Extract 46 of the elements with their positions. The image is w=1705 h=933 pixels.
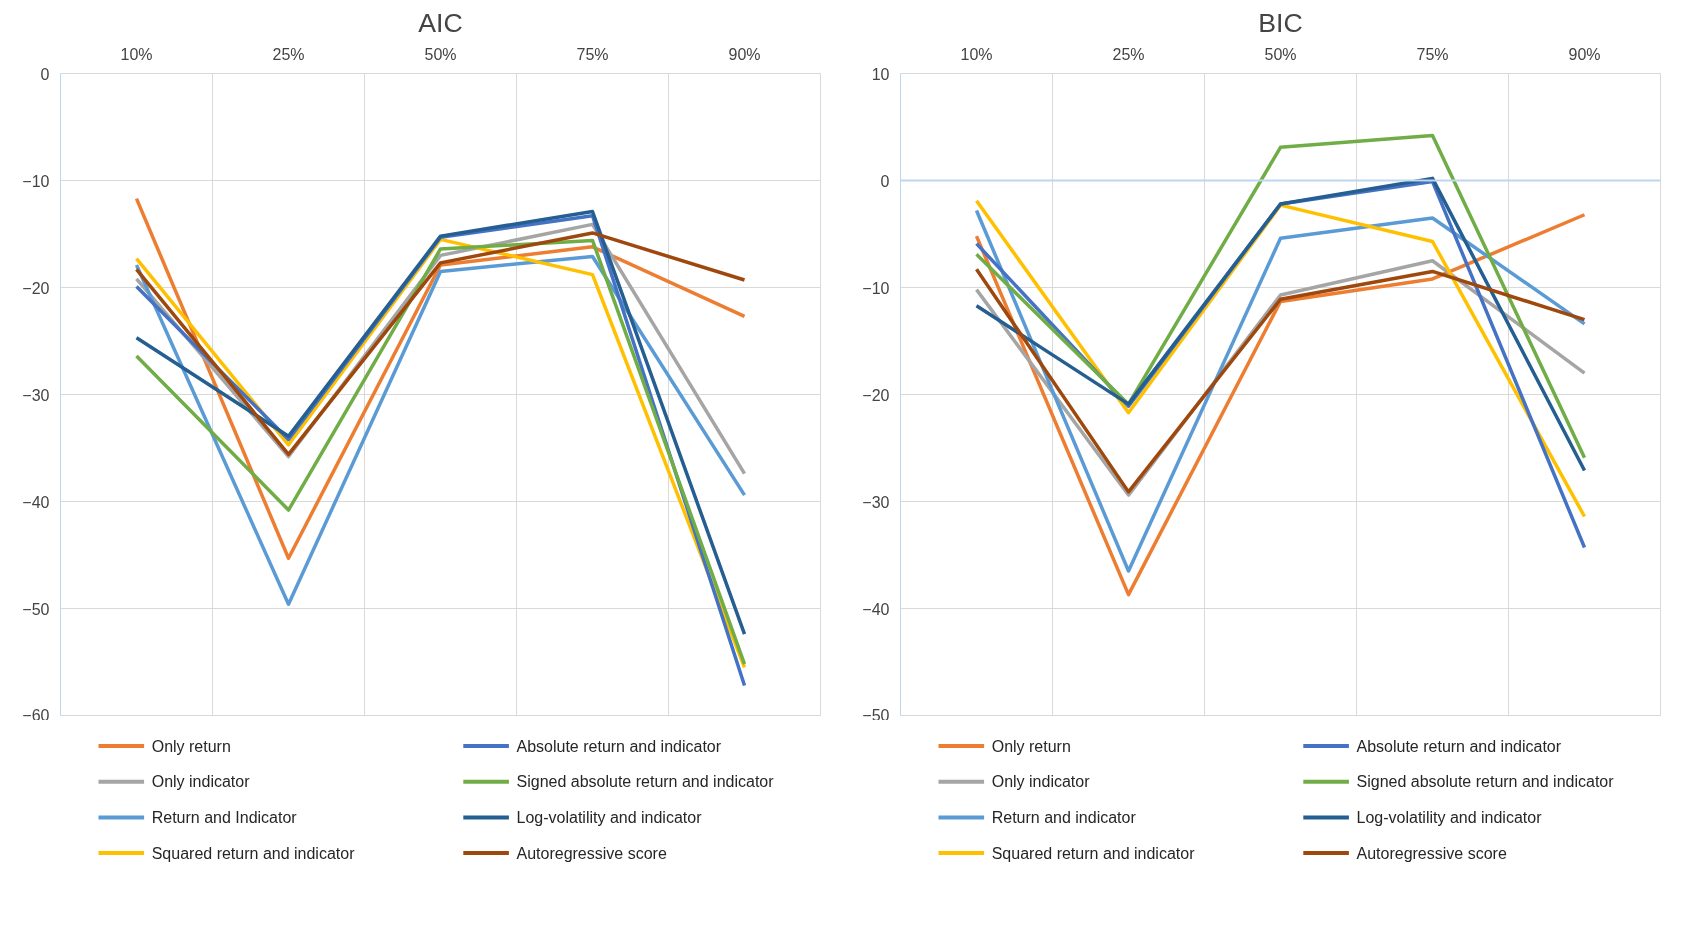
x-tick-label: 25% [1112, 45, 1145, 63]
legend-label: Return and indicator [991, 808, 1137, 826]
x-tick-label: 50% [1264, 45, 1297, 63]
y-tick-label: 10 [871, 65, 890, 83]
legend-label: Signed absolute return and indicator [1356, 773, 1615, 791]
y-tick-label: −60 [22, 706, 50, 724]
legend-label: Return and Indicator [151, 808, 298, 826]
x-tick-label: 75% [576, 45, 609, 63]
y-tick-label: −10 [862, 279, 890, 297]
x-tick-label: 10% [120, 45, 153, 63]
legend-label: Only return [991, 737, 1071, 755]
x-tick-label: 75% [1416, 45, 1449, 63]
line-series [974, 176, 1587, 473]
chart-title: BIC [1258, 7, 1303, 38]
y-tick-label: −50 [862, 706, 890, 724]
legend-label: Squared return and indicator [991, 844, 1196, 862]
x-tick-label: 90% [1568, 45, 1601, 63]
line-series [134, 196, 747, 560]
legend-label: Only indicator [151, 773, 251, 791]
legend-label: Autoregressive score [516, 844, 667, 862]
y-tick-label: 0 [880, 172, 890, 190]
line-series [974, 133, 1587, 460]
y-tick-label: 0 [40, 65, 50, 83]
line-series [134, 254, 747, 606]
y-tick-label: −20 [862, 386, 890, 404]
legend-label: Only indicator [991, 773, 1091, 791]
y-tick-label: −20 [22, 279, 50, 297]
legend-label: Absolute return and indicator [1356, 737, 1562, 755]
legend-label: Autoregressive score [1356, 844, 1507, 862]
y-tick-label: −50 [22, 600, 50, 618]
legend-label: Only return [151, 737, 231, 755]
x-tick-label: 25% [272, 45, 305, 63]
y-tick-label: −40 [22, 493, 50, 511]
legend-label: Absolute return and indicator [516, 737, 722, 755]
y-tick-label: −30 [862, 493, 890, 511]
chart-title: AIC [418, 7, 463, 38]
y-tick-label: −40 [862, 600, 890, 618]
legend-label: Log-volatility and indicator [516, 808, 703, 826]
legend-label: Signed absolute return and indicator [516, 773, 775, 791]
x-tick-label: 10% [960, 45, 993, 63]
y-tick-label: −30 [22, 386, 50, 404]
legend-label: Squared return and indicator [151, 844, 356, 862]
y-tick-label: −10 [22, 172, 50, 190]
legend-label: Log-volatility and indicator [1356, 808, 1543, 826]
x-tick-label: 90% [728, 45, 761, 63]
x-tick-label: 50% [424, 45, 457, 63]
